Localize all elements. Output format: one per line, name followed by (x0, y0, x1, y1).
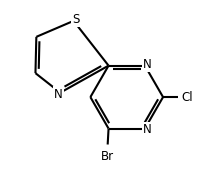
Text: Cl: Cl (181, 91, 193, 104)
Text: N: N (143, 123, 152, 136)
Text: Br: Br (101, 150, 114, 163)
Text: N: N (54, 88, 63, 101)
Text: S: S (72, 13, 79, 26)
Text: N: N (143, 58, 152, 71)
